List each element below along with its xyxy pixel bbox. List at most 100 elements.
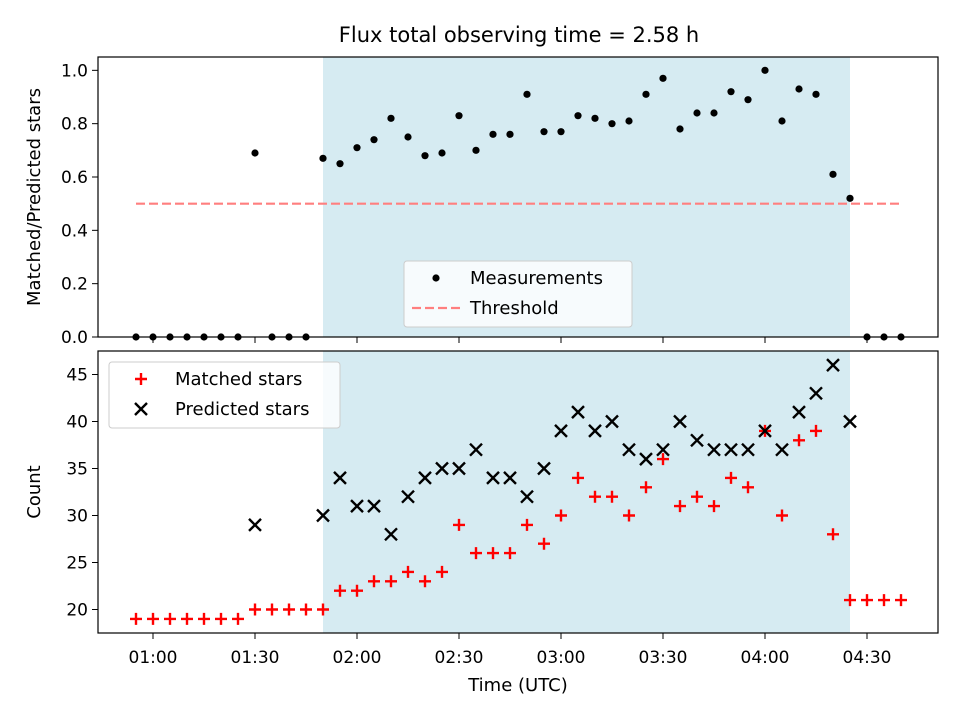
panel-2: 20 25 30 35 40 45 01:00 01:30 02:00 02:30 03:00 03:… (24, 350, 939, 696)
data-point (810, 424, 822, 437)
y-tick-label: 40 (66, 413, 88, 433)
data-point (693, 109, 701, 117)
data-point (690, 433, 704, 448)
legend-marker (432, 274, 440, 282)
data-point (283, 603, 295, 616)
data-point (606, 490, 618, 503)
y-tick-label: 1.0 (61, 61, 88, 81)
data-point (487, 547, 499, 560)
series-predicted-stars (248, 358, 857, 542)
y-tick-label: 0.0 (61, 328, 88, 348)
data-point (401, 489, 415, 504)
data-point (164, 612, 176, 625)
data-point (775, 442, 789, 457)
y-tick-label: 45 (66, 366, 88, 386)
data-point (147, 612, 159, 625)
data-point (387, 114, 395, 122)
data-point (215, 612, 227, 625)
legend-label: Matched stars (175, 369, 302, 390)
plot-frame (97, 350, 939, 634)
data-point (419, 575, 431, 588)
data-point (829, 170, 837, 178)
data-point (657, 453, 669, 466)
x-tick-label: 03:00 (537, 648, 586, 668)
legend-marker (134, 402, 148, 416)
data-point (540, 128, 548, 136)
data-point (421, 152, 429, 160)
plot-frame (97, 56, 939, 338)
data-point (640, 481, 652, 494)
legend: Matched stars Predicted stars (108, 361, 341, 429)
y-tick-label: 35 (66, 460, 88, 480)
data-point (353, 144, 361, 152)
y-tick-label: 0.2 (61, 275, 88, 295)
data-point (368, 575, 380, 588)
data-point (418, 471, 432, 485)
data-point (741, 442, 755, 457)
data-point (571, 405, 585, 419)
data-point (333, 471, 347, 485)
data-point (438, 149, 446, 157)
data-point (472, 146, 480, 154)
data-point (248, 518, 262, 532)
data-point (727, 88, 735, 96)
data-point (453, 518, 465, 531)
data-point (367, 499, 381, 513)
y-tick-label: 0.4 (61, 221, 88, 241)
data-point (708, 500, 720, 513)
data-point (572, 471, 584, 484)
legend-box (403, 260, 633, 328)
legend-label: Predicted stars (175, 399, 309, 420)
data-point (707, 442, 721, 457)
data-point (812, 90, 820, 98)
data-point (316, 508, 330, 523)
data-point (351, 584, 363, 597)
legend-box (108, 361, 341, 429)
data-point (555, 509, 567, 522)
data-point (843, 414, 857, 429)
data-point (795, 85, 803, 93)
data-point (402, 565, 414, 578)
data-point (725, 471, 737, 484)
data-point (557, 128, 565, 136)
data-point (827, 528, 839, 541)
data-point (710, 109, 718, 117)
x-tick-label: 02:00 (333, 648, 382, 668)
x-tick-label: 03:30 (639, 648, 688, 668)
data-point (436, 565, 448, 578)
x-axis-label: Time (UTC) (467, 675, 568, 696)
data-point (251, 149, 259, 157)
data-point (334, 584, 346, 597)
data-point (742, 481, 754, 494)
data-point (130, 612, 142, 625)
observing-window (323, 351, 850, 633)
data-point (605, 414, 619, 429)
data-point (317, 603, 329, 616)
x-tick-label: 01:30 (231, 648, 280, 668)
data-point (574, 112, 582, 120)
data-point (625, 117, 633, 125)
data-point (656, 442, 670, 457)
x-tick-label: 02:30 (435, 648, 484, 668)
legend-label: Measurements (470, 268, 603, 289)
data-point (370, 136, 378, 144)
data-point (895, 594, 907, 607)
data-point (554, 424, 568, 438)
data-point (523, 90, 531, 98)
data-point (521, 518, 533, 531)
data-point (691, 490, 703, 503)
data-point (435, 461, 449, 476)
data-point (181, 612, 193, 625)
data-point (744, 96, 752, 104)
data-point (589, 490, 601, 503)
data-point (793, 434, 805, 447)
data-point (249, 603, 261, 616)
y-axis-label: Count (24, 465, 45, 518)
data-point (504, 547, 516, 560)
data-point (642, 90, 650, 98)
data-point (639, 452, 653, 466)
data-point (588, 424, 602, 438)
data-point (486, 471, 500, 485)
y-tick-label: 0.8 (61, 115, 88, 135)
